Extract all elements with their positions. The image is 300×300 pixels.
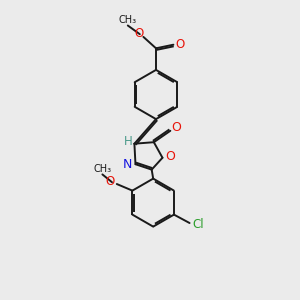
Text: O: O	[176, 38, 184, 51]
Text: Cl: Cl	[192, 218, 204, 231]
Text: O: O	[171, 121, 181, 134]
Text: H: H	[123, 135, 132, 148]
Text: CH₃: CH₃	[119, 15, 137, 25]
Text: O: O	[134, 27, 143, 40]
Text: O: O	[105, 175, 114, 188]
Text: N: N	[123, 158, 132, 171]
Text: O: O	[165, 150, 175, 163]
Text: CH₃: CH₃	[94, 164, 112, 174]
